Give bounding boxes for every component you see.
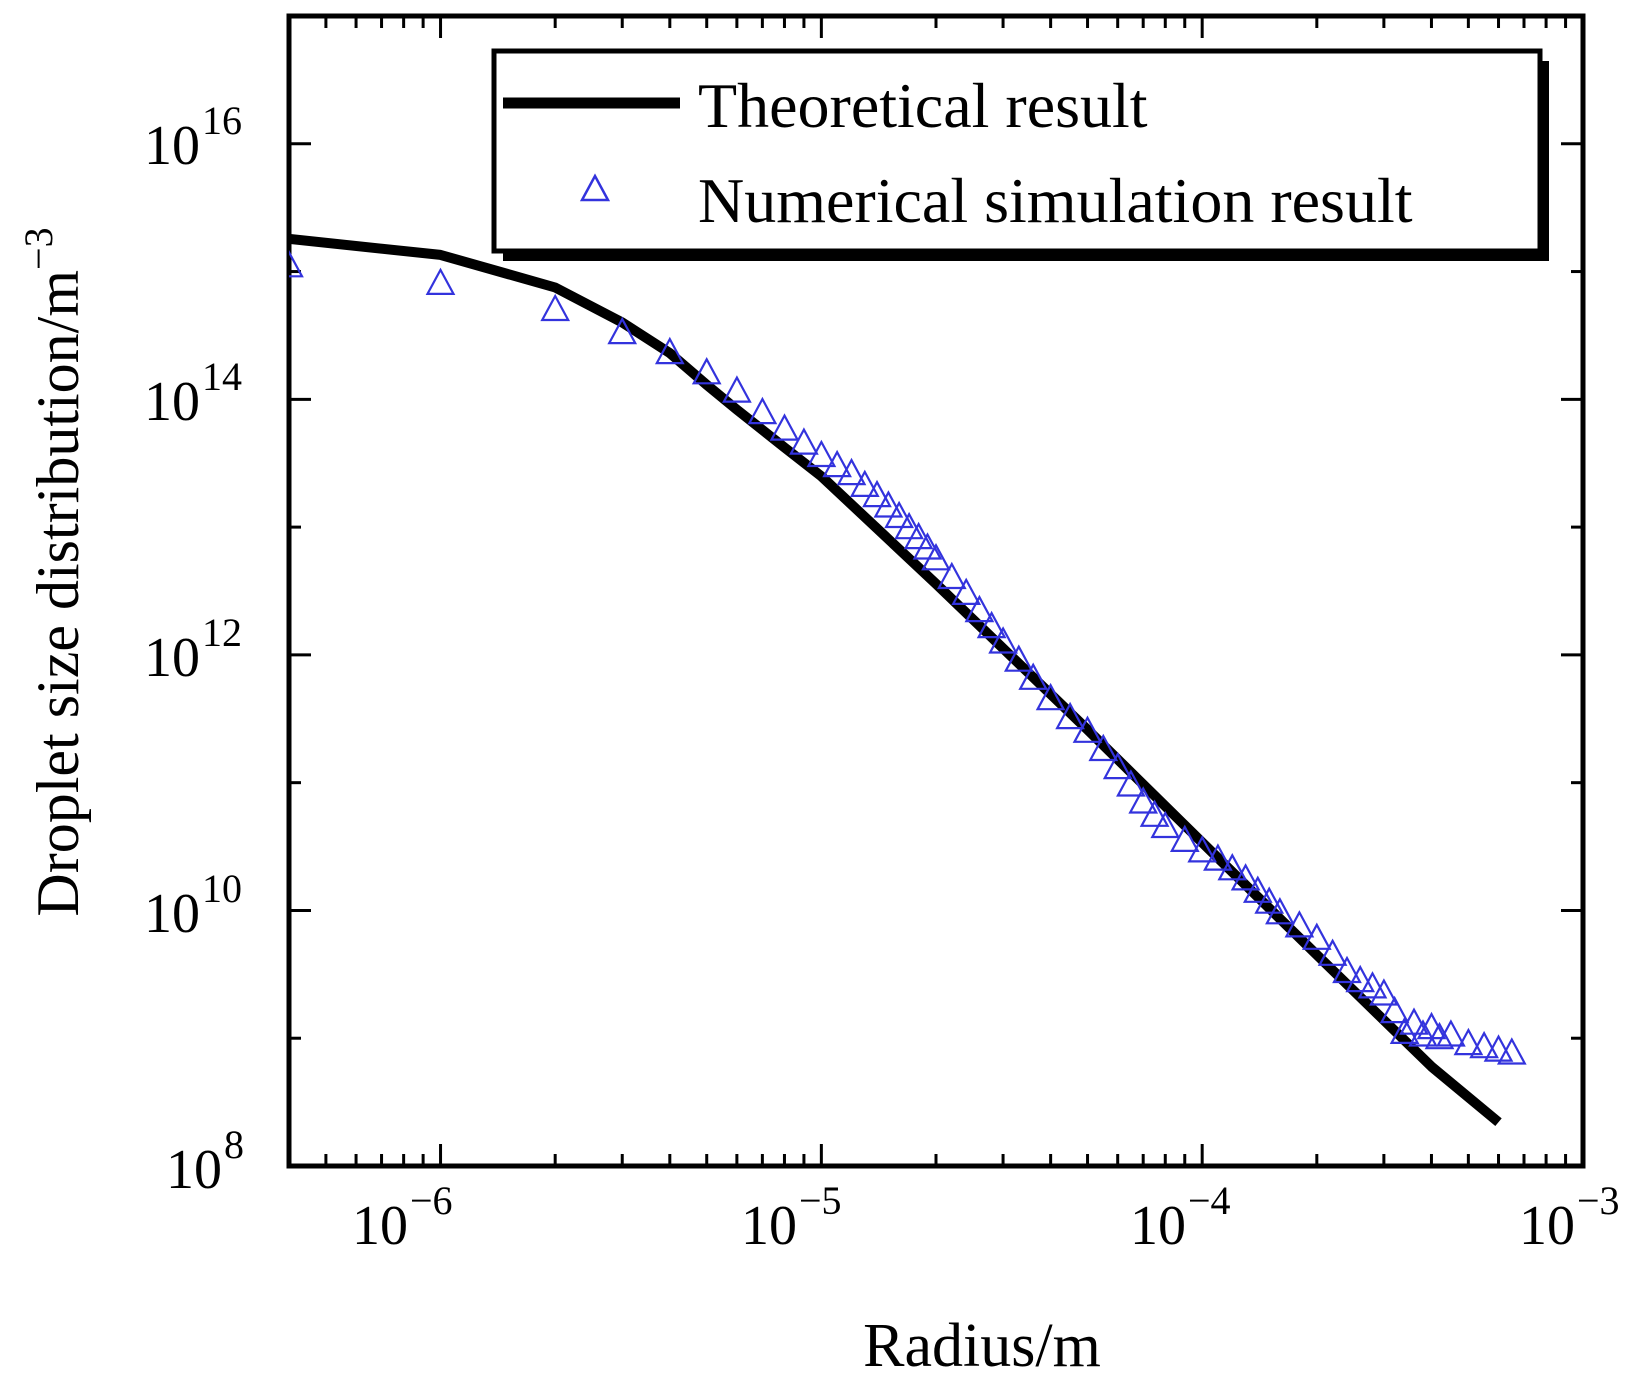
data-point: [884, 500, 914, 529]
data-point: [964, 594, 995, 623]
data-point: [903, 521, 934, 550]
legend-box: [491, 48, 1543, 254]
data-point: [951, 577, 982, 606]
data-point: [540, 293, 571, 322]
x-tick-label: 10: [352, 1195, 408, 1257]
data-point: [976, 610, 1007, 639]
data-point: [1265, 896, 1295, 925]
data-point: [873, 490, 904, 518]
data-point: [1369, 978, 1399, 1006]
y-tick-label-exp: 10: [202, 866, 242, 911]
data-point: [1203, 843, 1233, 871]
data-point: [1453, 1027, 1484, 1056]
data-point: [722, 375, 752, 403]
data-point: [1301, 922, 1332, 950]
data-point: [1332, 955, 1362, 984]
data-point: [836, 457, 867, 486]
y-tick-label-exp: 14: [202, 354, 242, 399]
data-point: [1187, 835, 1218, 863]
x-tick-label-exp: −6: [410, 1178, 453, 1223]
data-point: [1088, 733, 1119, 762]
data-point: [1345, 964, 1376, 993]
data-point: [988, 626, 1018, 654]
data-point: [1389, 1016, 1420, 1045]
data-point: [1102, 751, 1133, 780]
data-point: [1116, 769, 1146, 797]
y-axis-title-base: Droplet size distribution/m: [25, 270, 91, 917]
data-point: [921, 542, 951, 571]
data-point: [654, 336, 685, 365]
data-point: [1424, 1021, 1455, 1050]
series-theoretical: [289, 233, 1502, 1127]
data-point: [894, 511, 924, 540]
x-tick-label: 10: [741, 1195, 797, 1257]
x-tick-label-exp: −5: [799, 1178, 842, 1223]
axis-ticks: [289, 14, 1585, 1168]
data-point: [1399, 1007, 1429, 1035]
legend-label-theoretical: Theoretical result: [698, 70, 1148, 141]
data-point: [1408, 1019, 1438, 1047]
x-axis-title: Radius/m: [863, 1312, 1101, 1380]
x-tick-label-exp: −3: [1577, 1178, 1620, 1223]
data-point: [1357, 971, 1388, 999]
data-point: [936, 561, 967, 590]
legend-triangle-swatch: [579, 173, 611, 202]
data-point: [289, 249, 304, 278]
data-point: [1469, 1030, 1499, 1059]
data-point: [1217, 852, 1248, 881]
data-point: [1003, 644, 1034, 672]
data-point: [425, 267, 456, 295]
data-point: [806, 439, 837, 468]
data-point: [1018, 662, 1049, 690]
data-point: [1035, 682, 1066, 711]
data-point: [769, 413, 800, 441]
data-point: [1055, 701, 1085, 730]
data-point: [1496, 1037, 1527, 1065]
x-tick-label: 10: [1130, 1195, 1186, 1257]
data-point: [1139, 799, 1170, 827]
y-tick-label: 10: [144, 115, 200, 177]
data-point: [789, 427, 819, 455]
x-tick-label: 10: [1519, 1195, 1575, 1257]
y-tick-label-exp: 16: [202, 98, 242, 143]
data-point: [912, 532, 943, 560]
legend-label-numerical: Numerical simulation result: [698, 165, 1413, 236]
y-tick-label: 10: [144, 371, 200, 433]
data-point: [1169, 824, 1200, 853]
y-tick-label: 10: [144, 627, 200, 689]
data-point: [691, 356, 722, 385]
data-point: [1242, 875, 1273, 903]
y-axis-title-exp: −3: [16, 227, 61, 270]
data-point: [1284, 910, 1315, 938]
data-point: [1150, 810, 1181, 839]
y-tick-label: 10: [144, 883, 200, 945]
x-tick-label-exp: −4: [1188, 1178, 1231, 1223]
theoretical-line: [289, 233, 1502, 1127]
data-point: [1436, 1019, 1466, 1047]
data-point: [1379, 995, 1410, 1024]
data-point: [747, 396, 778, 425]
data-point: [1317, 938, 1348, 966]
y-tick-label-exp: 12: [202, 610, 242, 655]
y-axis-title: Droplet size distribution/m−3: [16, 227, 91, 916]
data-point: [1483, 1034, 1514, 1062]
series-numerical: [289, 249, 1527, 1065]
y-tick-label: 10: [166, 1139, 222, 1201]
data-point: [1230, 863, 1261, 891]
data-point: [822, 449, 852, 478]
y-tick-label-exp: 8: [224, 1122, 244, 1167]
legend: Theoretical result Numerical simulation …: [491, 48, 1549, 261]
data-point: [1072, 715, 1103, 743]
data-point: [1128, 786, 1159, 814]
data-point: [607, 316, 638, 345]
data-point: [1254, 886, 1285, 914]
data-point: [862, 479, 892, 508]
data-point: [849, 469, 880, 497]
